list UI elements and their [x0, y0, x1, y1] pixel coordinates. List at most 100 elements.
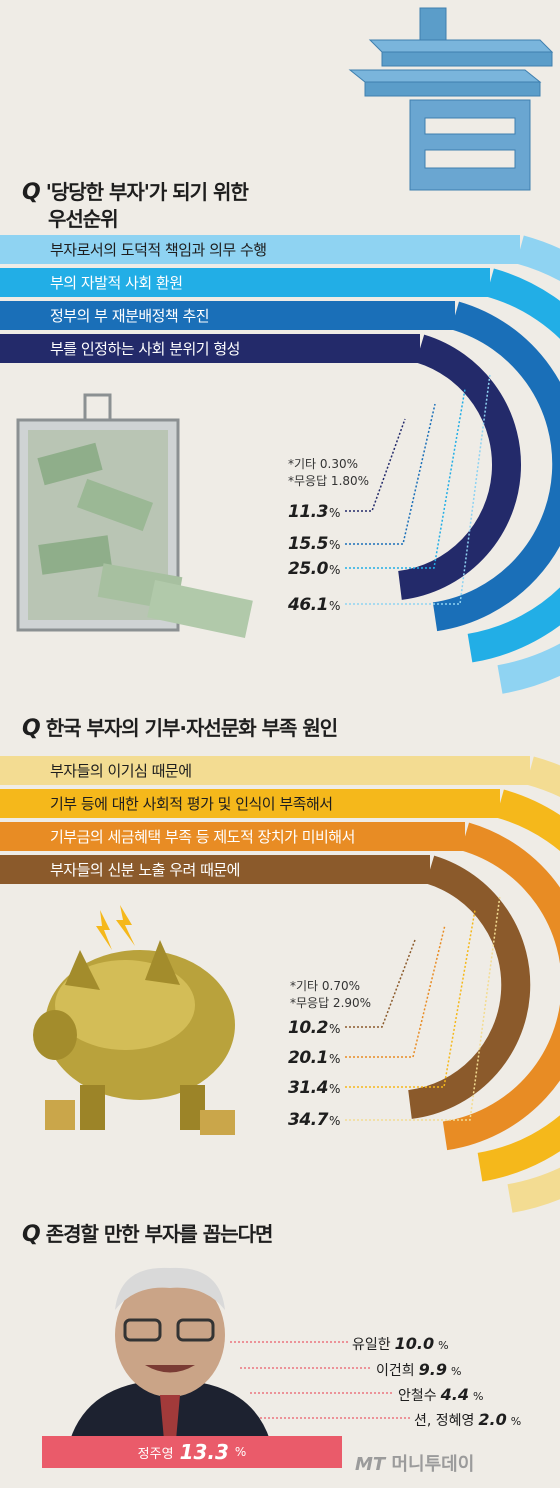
person-2-unit: %: [450, 1365, 462, 1378]
s1-leader-2: [345, 388, 466, 569]
section1-pct-2-unit: %: [328, 563, 340, 577]
section1-title-line1: '당당한 부자'가 되기 위한: [45, 180, 249, 204]
section2-bar-4: 부자들의 신분 노출 우려 때문에: [0, 855, 430, 884]
section3-title: Q 존경할 만한 부자를 꼽는다면: [22, 1218, 274, 1247]
person-3-unit: %: [472, 1390, 484, 1403]
section1-title-line2: 우선순위: [48, 207, 119, 231]
watermark-text: 머니투데이: [391, 1454, 475, 1475]
section1-pct-3-value: 15.5: [288, 534, 328, 554]
section1-pct-4-unit: %: [328, 506, 340, 520]
s2-arc-4: [407, 855, 531, 1119]
section1-bar-2-label: 부의 자발적 사회 환원: [50, 274, 183, 292]
section2-pct-3-value: 20.1: [288, 1048, 328, 1068]
top-person-value: 13.3: [179, 1440, 229, 1464]
section1-bar-4: 부를 인정하는 사회 분위기 형성: [0, 334, 420, 363]
section1-notes: *기타 0.30% *무응답 1.80%: [288, 456, 369, 490]
person-row-2: 이건희 9.9%: [376, 1360, 461, 1380]
top-person-unit: %: [234, 1445, 247, 1459]
section1-pct-2-value: 25.0: [288, 559, 328, 579]
s2-leader-3: [345, 924, 446, 1058]
section2-pct-3-unit: %: [328, 1052, 340, 1066]
person-4-unit: %: [510, 1415, 522, 1428]
section1-pct-2: 25.0%: [288, 559, 340, 579]
s2-leader-2: [345, 909, 476, 1088]
top-person-name: 정주영: [137, 1446, 174, 1462]
s1-arc-4: [397, 334, 521, 600]
person-2-value: 9.9: [418, 1360, 447, 1379]
person-4-value: 2.0: [478, 1410, 507, 1429]
section2-note-other: *기타 0.70%: [290, 979, 361, 993]
section2-pct-2: 31.4%: [288, 1078, 340, 1098]
section2-pct-4-unit: %: [328, 1022, 340, 1036]
person-row-1: 유일한 10.0%: [352, 1334, 449, 1354]
section2-pct-2-value: 31.4: [288, 1078, 328, 1098]
section1-note-noanswer: *무응답 1.80%: [288, 474, 370, 488]
section1-bar-3: 정부의 부 재분배정책 추진: [0, 301, 455, 330]
s1-arc-2: [467, 268, 560, 663]
section1-bar-2: 부의 자발적 사회 환원: [0, 268, 490, 297]
section2-bar-1-label: 부자들의 이기심 때문에: [50, 762, 192, 780]
arc-layer: [397, 235, 560, 1213]
s1-leader-1: [345, 373, 491, 605]
section1-pct-1-unit: %: [328, 599, 340, 613]
watermark-logo: MT: [355, 1454, 386, 1475]
s2-arc-3: [442, 822, 560, 1151]
section2-title: Q 한국 부자의 기부·자선문화 부족 원인: [22, 712, 338, 741]
section3-title-text: 존경할 만한 부자를 꼽는다면: [45, 1222, 274, 1246]
leader-layer: [230, 373, 501, 1419]
section2-note-noanswer: *무응답 2.90%: [290, 996, 372, 1010]
piggy-bank-icon: [33, 905, 235, 1135]
section1-bar-4-label: 부를 인정하는 사회 분위기 형성: [50, 340, 240, 358]
portrait-photo: [70, 1267, 270, 1440]
person-row-4: 션, 정혜영 2.0%: [414, 1410, 521, 1430]
person-4-name: 션, 정혜영: [414, 1413, 475, 1429]
section1-bar-3-label: 정부의 부 재분배정책 추진: [50, 307, 210, 325]
section1-bar-1-label: 부자로서의 도덕적 책임과 의무 수행: [50, 241, 267, 259]
s2-leader-1: [345, 894, 501, 1121]
section2-pct-1-value: 34.7: [288, 1110, 328, 1130]
section2-pct-1: 34.7%: [288, 1110, 340, 1130]
person-row-3: 안철수 4.4%: [398, 1385, 483, 1405]
s2-leader-4: [345, 939, 416, 1028]
question-mark-icon: Q: [22, 1222, 41, 1247]
section1-pct-4: 11.3%: [288, 502, 340, 522]
section2-pct-3: 20.1%: [288, 1048, 340, 1068]
section1-pct-1-value: 46.1: [288, 595, 328, 615]
section2-pct-4-value: 10.2: [288, 1018, 328, 1038]
watermark: MT 머니투데이: [355, 1450, 474, 1476]
section1-pct-4-value: 11.3: [288, 502, 328, 522]
person-1-name: 유일한: [352, 1337, 391, 1353]
section2-title-text: 한국 부자의 기부·자선문화 부족 원인: [45, 716, 338, 740]
section2-pct-4: 10.2%: [288, 1018, 340, 1038]
hanja-block-icon: [348, 7, 554, 191]
s2-arc-2: [477, 789, 560, 1182]
money-box-icon: [16, 393, 253, 638]
section1-title: Q '당당한 부자'가 되기 위한: [22, 176, 249, 205]
question-mark-icon: Q: [22, 716, 41, 741]
section2-bar-2: 기부 등에 대한 사회적 평가 및 인식이 부족해서: [0, 789, 500, 818]
section2-pct-2-unit: %: [328, 1082, 340, 1096]
section2-pct-1-unit: %: [328, 1114, 340, 1128]
person-3-value: 4.4: [440, 1385, 469, 1404]
s1-arc-3: [432, 301, 560, 632]
section1-bar-1: 부자로서의 도덕적 책임과 의무 수행: [0, 235, 520, 264]
section2-bar-1: 부자들의 이기심 때문에: [0, 756, 530, 785]
section2-bar-3: 기부금의 세금혜택 부족 등 제도적 장치가 미비해서: [0, 822, 465, 851]
s1-leader-4: [345, 418, 406, 512]
s1-leader-3: [345, 403, 436, 545]
section1-note-other: *기타 0.30%: [288, 457, 359, 471]
section1-pct-3-unit: %: [328, 538, 340, 552]
person-1-unit: %: [438, 1339, 449, 1352]
section1-pct-1: 46.1%: [288, 595, 340, 615]
section2-bar-3-label: 기부금의 세금혜택 부족 등 제도적 장치가 미비해서: [50, 828, 355, 846]
person-1-value: 10.0: [394, 1334, 435, 1353]
section1-pct-3: 15.5%: [288, 534, 340, 554]
question-mark-icon: Q: [22, 180, 41, 205]
section2-bar-4-label: 부자들의 신분 노출 우려 때문에: [50, 861, 240, 879]
section2-notes: *기타 0.70% *무응답 2.90%: [290, 978, 371, 1012]
section2-bar-2-label: 기부 등에 대한 사회적 평가 및 인식이 부족해서: [50, 795, 333, 813]
top-person-bar: 정주영 13.3 %: [42, 1436, 342, 1468]
person-3-name: 안철수: [398, 1388, 437, 1404]
person-2-name: 이건희: [376, 1363, 415, 1379]
